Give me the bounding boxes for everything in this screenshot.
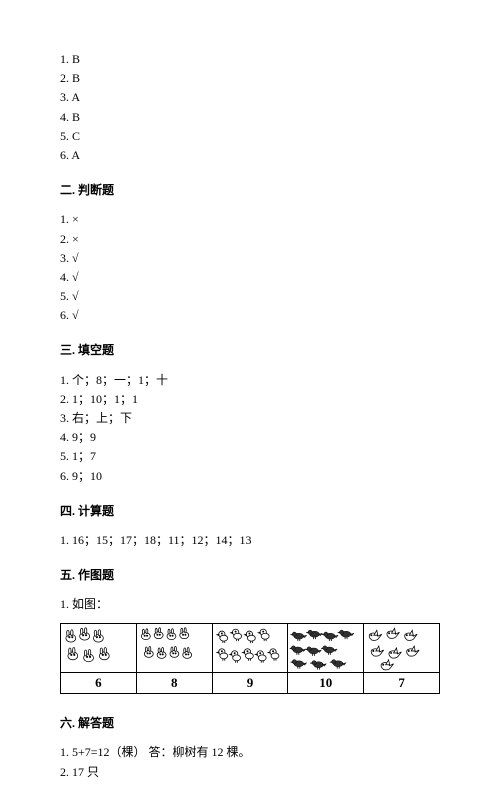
rabbit-group-icon xyxy=(137,624,212,672)
answer-line: 5. √ xyxy=(60,287,440,306)
section-title-solve: 六. 解答题 xyxy=(60,714,440,733)
crow-group-icon xyxy=(288,624,363,672)
answer-line: 5. C xyxy=(60,127,440,146)
answer-line: 6. √ xyxy=(60,306,440,325)
answer-line: 1. × xyxy=(60,210,440,229)
answer-line: 3. 右；上；下 xyxy=(60,409,440,428)
figure-cell-4 xyxy=(288,623,364,672)
figure-count: 9 xyxy=(212,672,288,694)
figure-cell-5 xyxy=(364,623,440,672)
answer-line: 2. 17 只 xyxy=(60,763,440,782)
answer-line: 4. √ xyxy=(60,268,440,287)
section-title-calc: 四. 计算题 xyxy=(60,502,440,521)
figure-count: 7 xyxy=(364,672,440,694)
answer-line: 1. 16；15；17；18；11；12；14；13 xyxy=(60,531,440,550)
answer-line: 2. B xyxy=(60,69,440,88)
chick-group-icon xyxy=(213,624,288,672)
answer-line: 6. A xyxy=(60,146,440,165)
answer-line: 2. × xyxy=(60,230,440,249)
section-title-judge: 二. 判断题 xyxy=(60,181,440,200)
answer-line: 1. 5+7=12（棵） 答：柳树有 12 棵。 xyxy=(60,743,440,762)
section-judge-answers: 1. × 2. × 3. √ 4. √ 5. √ 6. √ xyxy=(60,210,440,325)
answer-line: 1. 个；8；一；1；十 xyxy=(60,371,440,390)
figure-cell-2 xyxy=(136,623,212,672)
section-title-fill: 三. 填空题 xyxy=(60,341,440,360)
draw-intro: 1. 如图： xyxy=(60,595,440,614)
answer-line: 1. B xyxy=(60,50,440,69)
section-title-draw: 五. 作图题 xyxy=(60,566,440,585)
section-calc-answers: 1. 16；15；17；18；11；12；14；13 xyxy=(60,531,440,550)
answer-line: 3. √ xyxy=(60,249,440,268)
figure-count: 6 xyxy=(61,672,137,694)
section-fill-answers: 1. 个；8；一；1；十 2. 1；10；1；1 3. 右；上；下 4. 9；9… xyxy=(60,371,440,486)
page-content: 1. B 2. B 3. A 4. B 5. C 6. A 二. 判断题 1. … xyxy=(0,0,500,802)
rabbit-group-icon xyxy=(61,624,136,672)
answer-line: 3. A xyxy=(60,88,440,107)
answer-line: 5. 1；7 xyxy=(60,447,440,466)
figure-count: 8 xyxy=(136,672,212,694)
section-choice-answers: 1. B 2. B 3. A 4. B 5. C 6. A xyxy=(60,50,440,165)
answer-line: 2. 1；10；1；1 xyxy=(60,390,440,409)
answer-line: 6. 9；10 xyxy=(60,467,440,486)
figure-cell-1 xyxy=(61,623,137,672)
section-solve-answers: 1. 5+7=12（棵） 答：柳树有 12 棵。 2. 17 只 xyxy=(60,743,440,781)
figure-cell-3 xyxy=(212,623,288,672)
answer-line: 4. 9；9 xyxy=(60,428,440,447)
answer-line: 4. B xyxy=(60,108,440,127)
figure-table: 6 8 9 10 7 xyxy=(60,623,440,695)
dove-group-icon xyxy=(364,624,439,672)
figure-count: 10 xyxy=(288,672,364,694)
